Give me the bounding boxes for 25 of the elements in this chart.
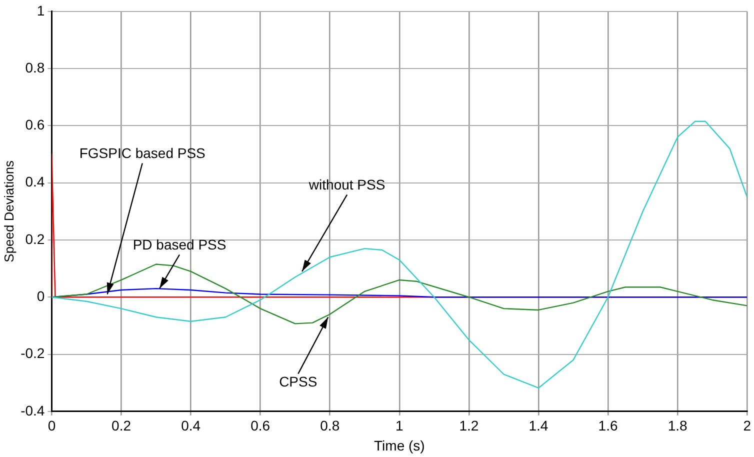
y-tick-label: 0.8 [25,59,45,76]
x-tick-label: 2 [743,418,752,434]
y-tick-label: -0.4 [20,402,45,418]
x-tick-label: 1.8 [668,418,688,434]
x-tick-label: 0.6 [250,418,270,434]
y-axis-title: Speed Deviations [1,160,16,262]
x-tick-label: 1 [396,418,404,434]
annotation: CPSS [279,374,318,390]
y-tick-label: 0.6 [25,116,45,133]
annotation: FGSPIC based PSS [79,145,206,162]
y-tick-label: 0 [36,288,45,304]
x-tick-label: 1.2 [459,418,479,434]
y-tick-label: -0.2 [20,345,45,362]
x-axis-title: Time (s) [374,437,425,454]
y-tick-label: 0.4 [25,174,45,190]
x-tick-label: 0 [48,418,56,434]
y-tick-label: 0.2 [25,230,45,247]
x-tick-label: 1.6 [598,418,618,434]
y-tick-label: 1 [36,2,45,18]
x-tick-label: 0.8 [320,418,340,434]
annotation: PD based PSS [132,236,226,253]
annotation: without PSS [308,176,386,193]
x-tick-label: 0.2 [112,418,132,434]
x-tick-label: 0.4 [181,418,201,434]
x-tick-label: 1.4 [528,418,548,434]
